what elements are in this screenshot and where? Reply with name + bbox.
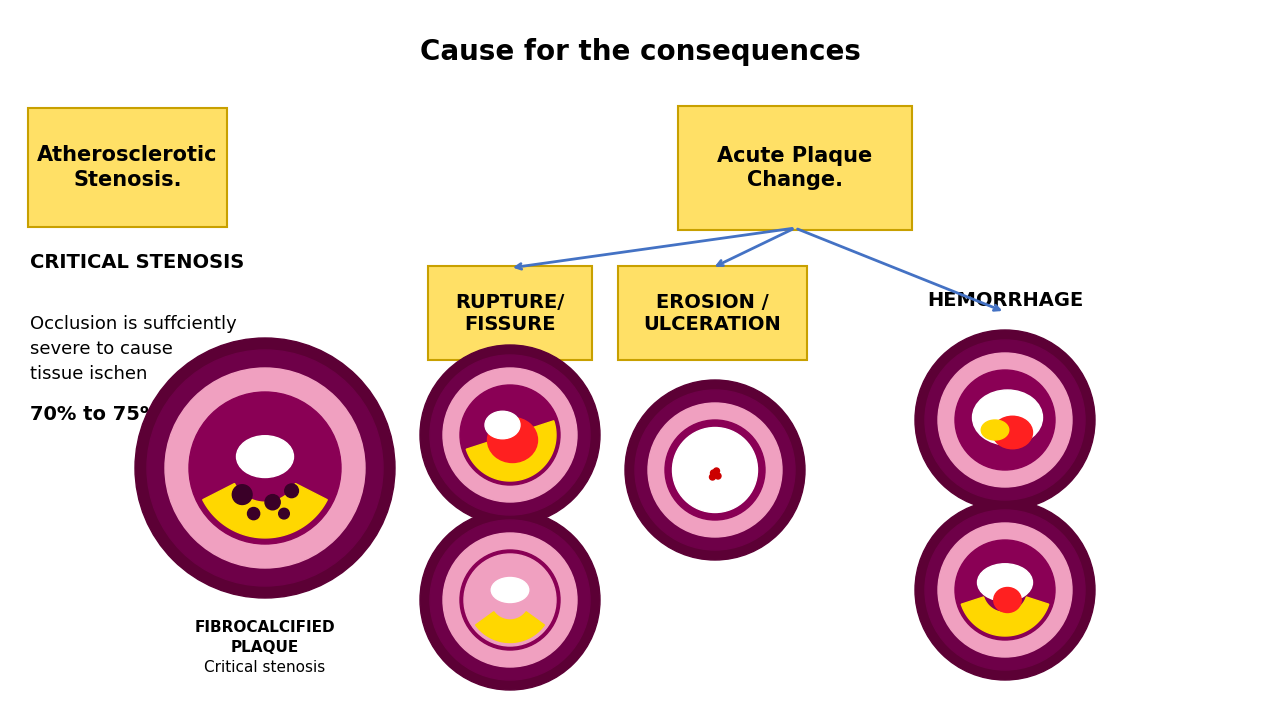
Circle shape	[430, 355, 590, 515]
Text: 70% to 75%: 70% to 75%	[29, 405, 160, 425]
Circle shape	[189, 392, 340, 544]
Circle shape	[666, 420, 765, 520]
Ellipse shape	[993, 588, 1021, 613]
Ellipse shape	[237, 436, 293, 477]
Circle shape	[420, 345, 600, 525]
Circle shape	[955, 370, 1055, 470]
Text: PLAQUE: PLAQUE	[230, 640, 300, 655]
Circle shape	[915, 500, 1094, 680]
Text: Occlusion is suffciently
severe to cause
tissue ischen: Occlusion is suffciently severe to cause…	[29, 315, 237, 383]
Circle shape	[925, 510, 1085, 670]
Polygon shape	[476, 612, 544, 642]
Circle shape	[709, 474, 716, 480]
Circle shape	[247, 508, 260, 520]
Text: EROSION /
ULCERATION: EROSION / ULCERATION	[644, 292, 781, 333]
Text: RUPTURE/
FISSURE: RUPTURE/ FISSURE	[456, 292, 564, 333]
Circle shape	[625, 380, 805, 560]
Circle shape	[265, 495, 280, 510]
Circle shape	[134, 338, 396, 598]
Circle shape	[713, 468, 719, 474]
FancyBboxPatch shape	[28, 108, 227, 227]
Circle shape	[915, 330, 1094, 510]
Ellipse shape	[973, 390, 1042, 445]
Circle shape	[672, 428, 758, 513]
Ellipse shape	[485, 411, 520, 438]
Circle shape	[635, 390, 795, 550]
Text: Cause for the consequences: Cause for the consequences	[420, 38, 860, 66]
Circle shape	[710, 470, 717, 476]
Ellipse shape	[982, 420, 1009, 440]
Circle shape	[443, 368, 577, 502]
Circle shape	[147, 350, 383, 586]
Circle shape	[716, 473, 721, 479]
Text: FIBROCALCIFIED: FIBROCALCIFIED	[195, 620, 335, 635]
Ellipse shape	[978, 564, 1033, 601]
Text: Acute Plaque
Change.: Acute Plaque Change.	[717, 145, 873, 190]
Circle shape	[165, 368, 365, 568]
Text: CRITICAL STENOSIS: CRITICAL STENOSIS	[29, 253, 244, 271]
Ellipse shape	[992, 416, 1033, 449]
FancyBboxPatch shape	[678, 106, 911, 230]
Circle shape	[712, 471, 718, 477]
Ellipse shape	[488, 418, 538, 462]
Circle shape	[925, 340, 1085, 500]
Circle shape	[443, 533, 577, 667]
Circle shape	[955, 540, 1055, 640]
Ellipse shape	[492, 577, 529, 603]
Circle shape	[460, 385, 561, 485]
Circle shape	[938, 523, 1073, 657]
Polygon shape	[961, 597, 1048, 636]
Circle shape	[420, 510, 600, 690]
Circle shape	[430, 520, 590, 680]
Polygon shape	[466, 420, 556, 481]
Circle shape	[648, 403, 782, 537]
Circle shape	[279, 508, 289, 519]
Text: Atherosclerotic
Stenosis.: Atherosclerotic Stenosis.	[37, 145, 218, 190]
Circle shape	[465, 554, 556, 646]
Circle shape	[460, 550, 561, 650]
Text: Critical stenosis: Critical stenosis	[205, 660, 325, 675]
Circle shape	[938, 353, 1073, 487]
Circle shape	[284, 484, 298, 498]
FancyBboxPatch shape	[428, 266, 591, 360]
Circle shape	[233, 485, 252, 505]
FancyBboxPatch shape	[618, 266, 806, 360]
Polygon shape	[202, 484, 328, 538]
Text: HEMORRHAGE: HEMORRHAGE	[927, 290, 1083, 310]
